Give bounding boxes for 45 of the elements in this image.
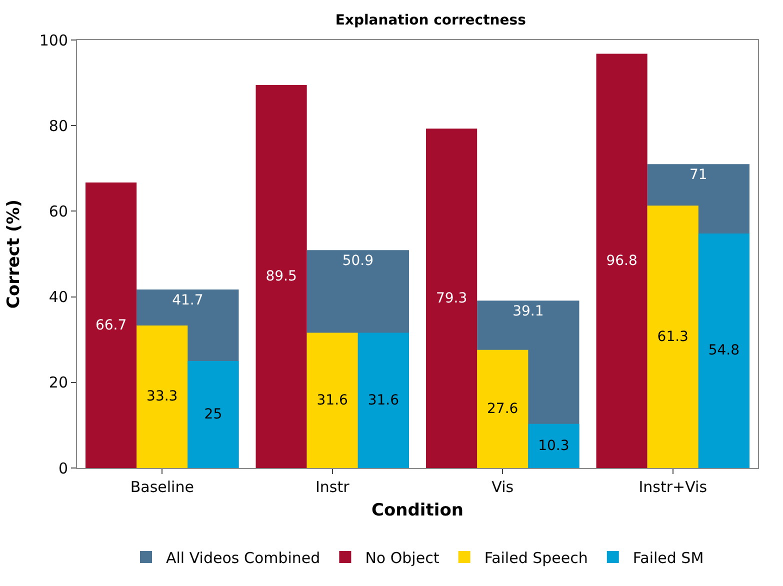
x-tick-label: Instr: [315, 478, 350, 496]
x-tick-label: Baseline: [130, 478, 194, 496]
x-tick-label: Vis: [492, 478, 514, 496]
data-label: 27.6: [486, 400, 518, 417]
bar: [528, 424, 580, 468]
bar: [86, 182, 137, 468]
y-axis-title: Correct (%): [4, 199, 24, 309]
data-label: 79.3: [436, 290, 468, 306]
data-label: 54.8: [708, 342, 740, 359]
bar: [188, 361, 239, 468]
y-tick-label: 20: [48, 374, 68, 392]
data-label: 50.9: [342, 253, 374, 270]
legend-label: Failed Speech: [484, 548, 588, 567]
y-tick-label: 40: [48, 288, 68, 306]
data-label: 89.5: [266, 268, 297, 284]
bar: [477, 350, 528, 468]
bar: [596, 54, 648, 468]
legend-label: No Object: [365, 548, 440, 567]
chart-title: Explanation correctness: [335, 12, 526, 28]
data-label: 61.3: [657, 328, 688, 345]
x-axis-title: Condition: [372, 500, 464, 520]
bar: [358, 332, 409, 468]
data-label: 31.6: [316, 392, 348, 408]
data-label: 33.3: [146, 388, 178, 405]
bar: [306, 332, 358, 468]
data-label: 31.6: [368, 392, 400, 408]
bar: [136, 325, 188, 468]
data-label: 66.7: [95, 317, 127, 334]
data-label: 71: [690, 167, 708, 184]
data-label: 41.7: [172, 292, 204, 309]
bar: [647, 206, 698, 468]
bar: [256, 84, 307, 468]
x-tick-label: Instr+Vis: [638, 478, 708, 496]
legend-label: All Videos Combined: [166, 548, 320, 567]
legend-label: Failed SM: [632, 548, 704, 567]
bar: [426, 128, 478, 468]
y-tick-label: 0: [58, 459, 68, 478]
data-label: 39.1: [512, 304, 544, 320]
y-tick-label: 60: [48, 202, 68, 220]
data-label: 10.3: [538, 438, 570, 454]
y-tick-label: 80: [48, 116, 68, 135]
data-label: 25: [204, 406, 222, 422]
y-tick-label: 100: [39, 31, 68, 50]
data-label: 96.8: [606, 252, 638, 269]
bar: [698, 233, 750, 468]
